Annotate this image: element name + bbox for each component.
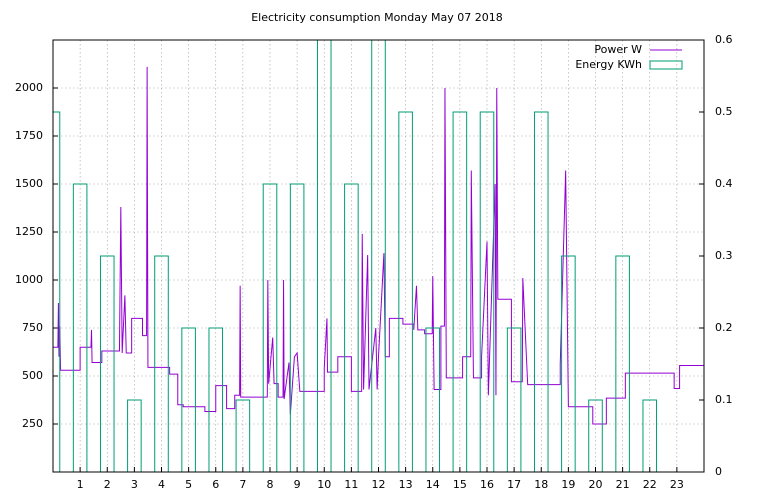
y-tick-label: 1000 bbox=[15, 273, 43, 286]
energy-bar bbox=[588, 399, 603, 472]
energy-bar bbox=[235, 399, 251, 472]
x-tick-label: 10 bbox=[317, 478, 331, 491]
y2-tick-label: 0.3 bbox=[715, 249, 733, 262]
x-tick-label: 18 bbox=[534, 478, 548, 491]
x-tick-label: 23 bbox=[670, 478, 684, 491]
plot-area bbox=[53, 40, 704, 472]
plot-border bbox=[52, 39, 705, 473]
x-tick-label: 8 bbox=[267, 478, 274, 491]
energy-bar bbox=[262, 183, 278, 472]
energy-bar bbox=[506, 327, 522, 472]
energy-bar bbox=[452, 111, 468, 472]
x-tick-label: 4 bbox=[158, 478, 165, 491]
x-tick-label: 3 bbox=[131, 478, 138, 491]
x-tick-label: 15 bbox=[453, 478, 467, 491]
energy-bar bbox=[154, 255, 169, 472]
legend-label: Energy KWh bbox=[575, 58, 642, 71]
x-tick-label: 16 bbox=[480, 478, 494, 491]
energy-bar bbox=[127, 399, 142, 472]
y2-tick-label: 0.1 bbox=[715, 393, 733, 406]
x-tick-label: 20 bbox=[589, 478, 603, 491]
energy-bar bbox=[316, 40, 332, 472]
energy-bar bbox=[425, 327, 441, 472]
energy-bar bbox=[99, 255, 115, 472]
x-tick-label: 21 bbox=[616, 478, 630, 491]
x-tick-label: 2 bbox=[104, 478, 111, 491]
x-tick-label: 13 bbox=[399, 478, 413, 491]
y-tick-label: 1250 bbox=[15, 225, 43, 238]
x-tick-label: 17 bbox=[507, 478, 521, 491]
x-tick-label: 12 bbox=[372, 478, 386, 491]
x-tick-label: 7 bbox=[239, 478, 246, 491]
y-tick-label: 250 bbox=[22, 417, 43, 430]
energy-bar bbox=[371, 40, 386, 472]
x-tick-label: 6 bbox=[212, 478, 219, 491]
y2-tick-label: 0.5 bbox=[715, 105, 733, 118]
energy-bar bbox=[208, 327, 224, 472]
y2-tick-label: 0.6 bbox=[715, 33, 733, 46]
energy-bar bbox=[642, 399, 658, 472]
x-tick-label: 19 bbox=[561, 478, 575, 491]
energy-bar bbox=[615, 255, 630, 472]
x-tick-label: 14 bbox=[426, 478, 440, 491]
y2-tick-label: 0.4 bbox=[715, 177, 733, 190]
y-tick-label: 2000 bbox=[15, 81, 43, 94]
energy-bar bbox=[72, 183, 88, 472]
legend-swatch bbox=[649, 60, 683, 70]
x-tick-label: 5 bbox=[185, 478, 192, 491]
energy-bar bbox=[561, 255, 576, 472]
y2-tick-label: 0.2 bbox=[715, 321, 733, 334]
x-tick-label: 9 bbox=[294, 478, 301, 491]
energy-bar bbox=[344, 183, 359, 472]
y-tick-label: 750 bbox=[22, 321, 43, 334]
y-tick-label: 500 bbox=[22, 369, 43, 382]
x-tick-label: 1 bbox=[77, 478, 84, 491]
x-tick-label: 22 bbox=[643, 478, 657, 491]
y-tick-label: 1750 bbox=[15, 129, 43, 142]
energy-bar bbox=[533, 111, 549, 472]
y-tick-label: 1500 bbox=[15, 177, 43, 190]
legend-label: Power W bbox=[594, 43, 642, 56]
energy-bar bbox=[181, 327, 196, 472]
energy-bar bbox=[289, 183, 305, 472]
y2-tick-label: 0 bbox=[715, 465, 722, 478]
energy-bar bbox=[479, 111, 495, 472]
energy-bar bbox=[53, 111, 61, 472]
energy-bar bbox=[398, 111, 413, 472]
chart-title: Electricity consumption Monday May 07 20… bbox=[251, 11, 503, 24]
x-tick-label: 11 bbox=[344, 478, 358, 491]
